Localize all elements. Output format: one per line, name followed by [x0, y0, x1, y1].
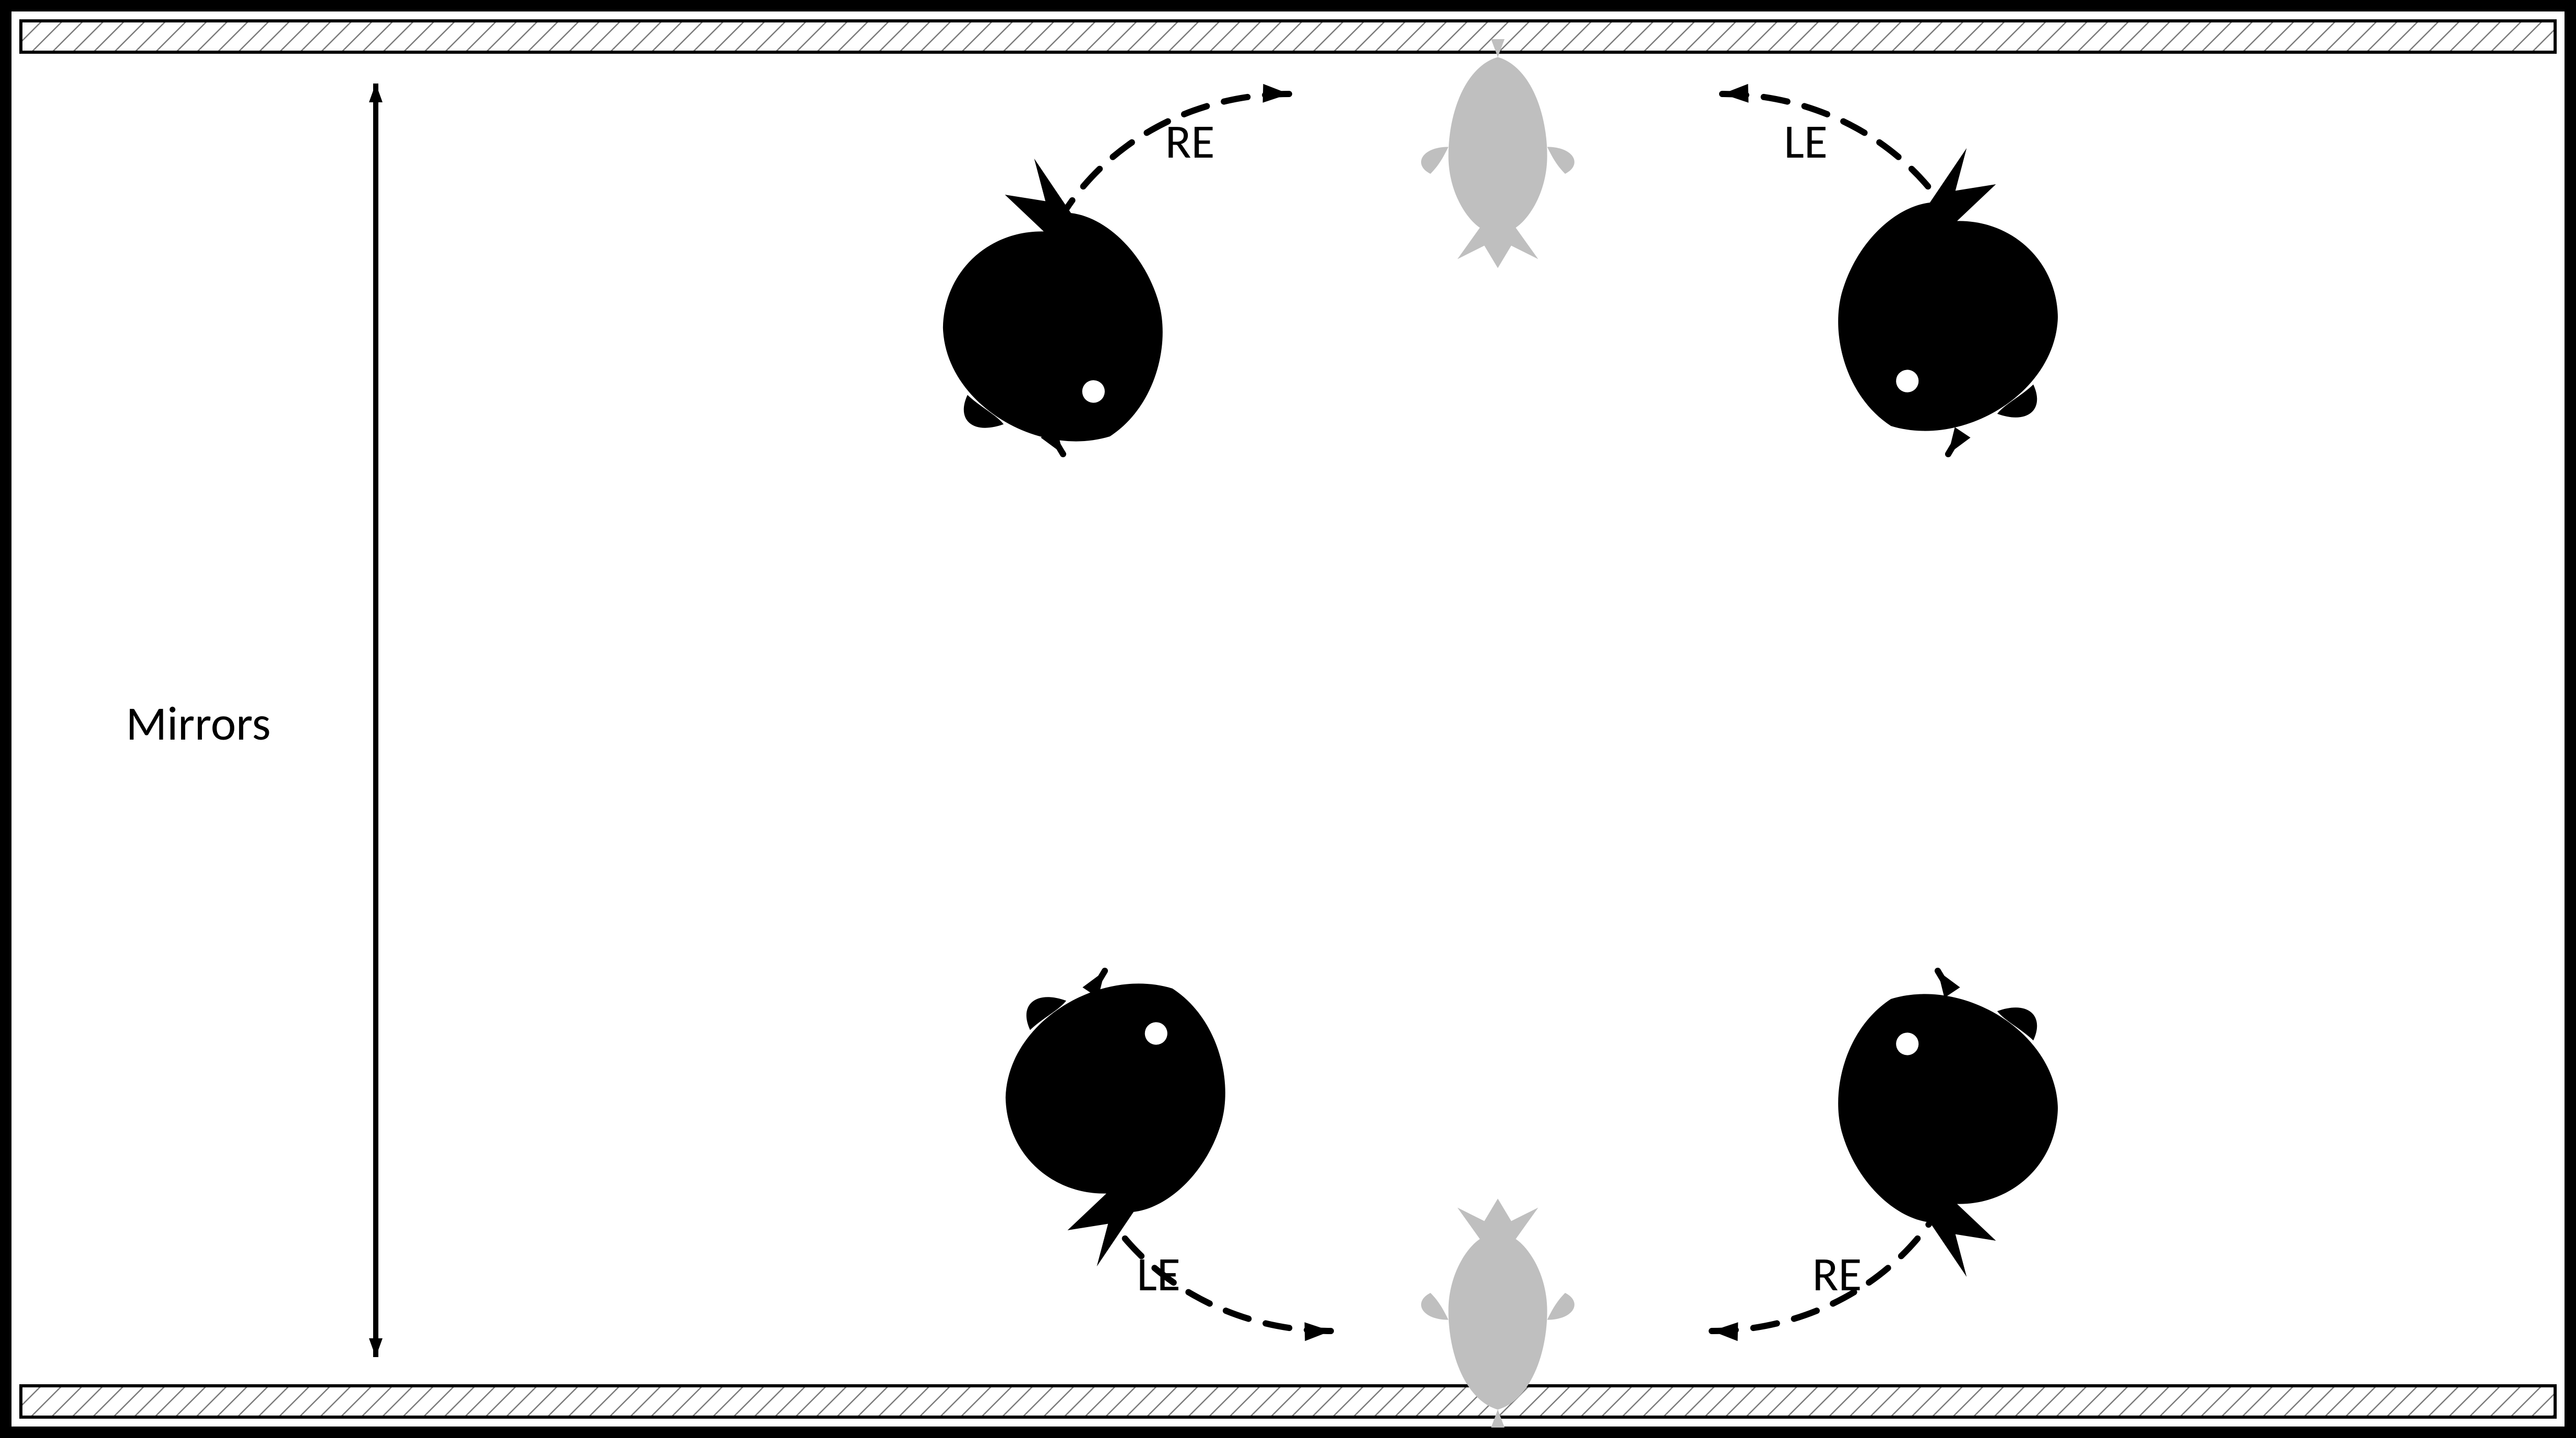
eye-label-2: LE	[1137, 1244, 1180, 1303]
mirror-strip-top	[21, 21, 2555, 52]
arrowhead	[1938, 971, 1960, 998]
diagram-canvas: Mirrors RE LE LE RE	[0, 0, 2576, 1438]
fish-black_bot_left	[965, 938, 1280, 1275]
arrowhead	[369, 84, 383, 102]
mirrors-label: Mirrors	[126, 694, 270, 753]
outer-frame	[6, 6, 2570, 1432]
eye-label-3: RE	[1812, 1244, 1862, 1303]
mirror-strip-bottom	[21, 1386, 2555, 1417]
arrowhead	[1712, 1322, 1738, 1341]
fish-black_top_left	[903, 150, 1218, 487]
fish-grey_top	[1421, 39, 1575, 268]
arrowhead	[1722, 84, 1748, 103]
arrowhead	[1305, 1322, 1331, 1341]
arrowhead	[369, 1338, 383, 1357]
arrowhead	[1263, 84, 1289, 103]
fish-black_top_right	[1783, 140, 2098, 477]
fish-black_bot_right	[1783, 949, 2098, 1286]
arrowhead	[1948, 427, 1971, 454]
eye-label-0: RE	[1165, 112, 1215, 171]
eye-label-1: LE	[1784, 112, 1828, 171]
